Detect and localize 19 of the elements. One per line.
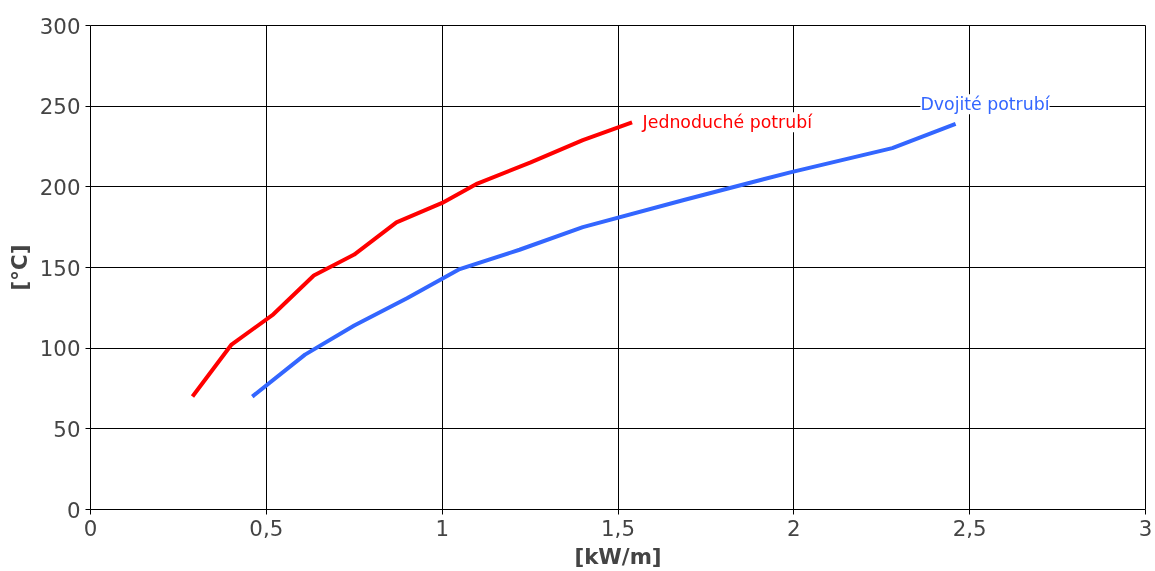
y-tick-label: 250	[39, 94, 81, 120]
y-tick-label: 150	[39, 255, 81, 281]
x-tick-label: 1,5	[601, 515, 635, 541]
line-series	[190, 120, 635, 399]
y-tick-label: 100	[39, 336, 81, 362]
x-tick-label: 2,5	[952, 515, 987, 541]
x-axis-title: [kW/m]	[574, 543, 662, 569]
x-tick-label: 1	[435, 515, 449, 541]
x-tick-label: 3	[1138, 515, 1153, 541]
x-tick-label: 2	[787, 515, 801, 541]
x-tick-label: 0,5	[249, 515, 284, 541]
y-axis-title: [°C]	[6, 244, 32, 291]
y-tick-label: 0	[66, 497, 81, 523]
y-tick-label: 300	[39, 13, 81, 39]
y-tick-label: 50	[53, 416, 81, 442]
series-label: Jednoduché potrubí	[641, 112, 814, 133]
x-tick-label: 0	[83, 515, 98, 541]
y-tick-label: 200	[39, 174, 81, 200]
series-label: Dvojité potrubí	[920, 94, 1051, 115]
